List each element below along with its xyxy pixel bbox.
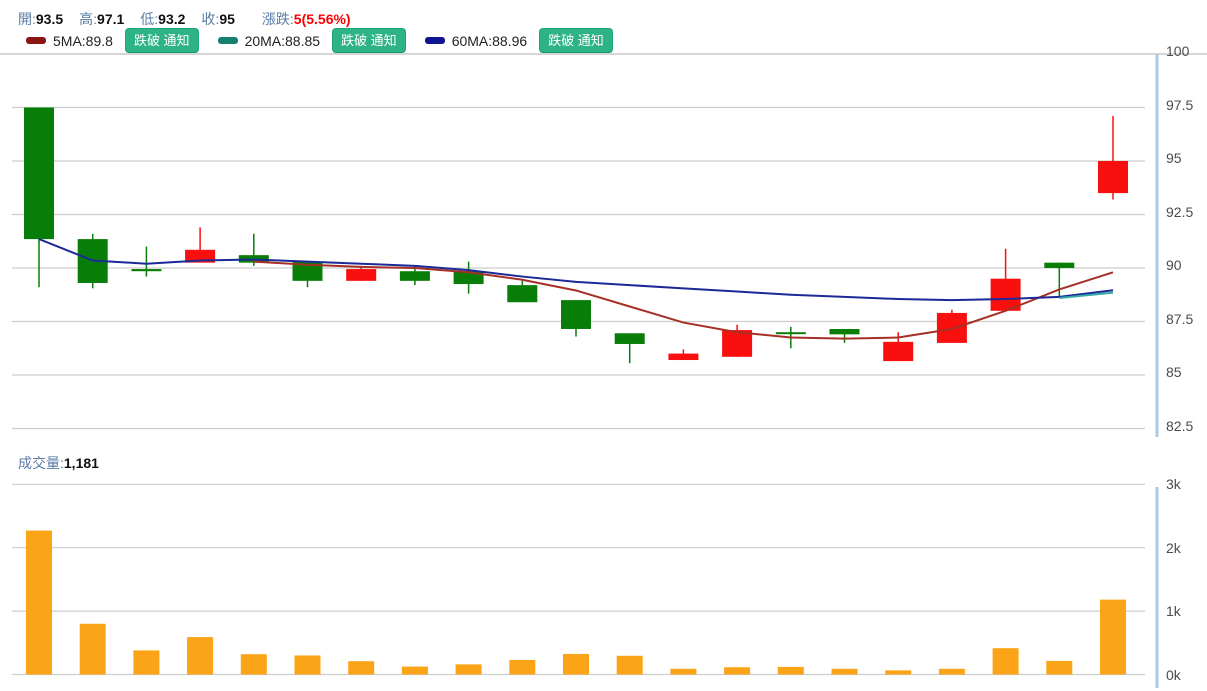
stat-open-label: 開:: [18, 11, 36, 27]
price-axis-tick: 100: [1166, 43, 1190, 59]
volume-bar: [79, 623, 106, 675]
volume-header: 成交量:1,181: [18, 453, 99, 473]
ma-group-60ma: 60MA:88.96 跌破 通知: [424, 28, 632, 53]
ma5-swatch-icon: [26, 37, 46, 44]
volume-bar: [563, 653, 589, 675]
price-axis-tick: 90: [1166, 257, 1182, 273]
volume-bar: [885, 670, 912, 675]
stat-low-label: 低:: [140, 11, 159, 27]
ma60-breakdown-notify-button[interactable]: 跌破 通知: [539, 28, 613, 53]
volume-bar: [240, 654, 267, 675]
volume-bar: [670, 668, 697, 675]
stat-low: 低:93.2: [140, 9, 185, 29]
volume-bar: [1100, 599, 1126, 675]
ma20-breakdown-notify-button[interactable]: 跌破 通知: [332, 28, 406, 53]
volume-value: 1,181: [63, 455, 99, 471]
volume-bar: [26, 530, 52, 675]
stat-high-label: 高:: [79, 11, 98, 27]
ma-group-5ma: 5MA:89.8 跌破 通知: [26, 28, 218, 53]
volume-label: 成交量:: [18, 455, 64, 471]
volume-bar: [509, 659, 536, 675]
price-axis-tick: 95: [1166, 150, 1182, 166]
volume-bar: [187, 637, 214, 675]
ma-group-20ma: 20MA:88.85 跌破 通知: [217, 28, 425, 53]
stat-high: 高:97.1: [79, 9, 124, 29]
ma-legend-row: 5MA:89.8 跌破 通知 20MA:88.85 跌破 通知 60MA:88.…: [26, 27, 632, 54]
stat-close-label: 收:: [201, 11, 220, 27]
stat-change-value: 5(5.56%): [293, 11, 351, 27]
volume-axis-tick: 1k: [1166, 603, 1181, 620]
ma60-swatch-icon: [424, 37, 445, 44]
price-axis-tick: 87.5: [1166, 310, 1194, 327]
stat-low-value: 93.2: [158, 11, 186, 27]
stat-open: 開:93.5: [18, 9, 63, 29]
volume-bar: [616, 655, 643, 675]
volume-bar: [133, 650, 160, 675]
volume-axis-tick: 0k: [1166, 666, 1181, 683]
20ma-line: [1059, 291, 1114, 299]
volume-bar: [348, 661, 375, 675]
price-axis-tick: 82.5: [1166, 417, 1194, 434]
price-axis-tick: 92.5: [1166, 203, 1194, 220]
price-axis-tick: 97.5: [1166, 96, 1194, 113]
volume-bar: [992, 648, 1019, 675]
ma5-breakdown-notify-button[interactable]: 跌破 通知: [124, 28, 199, 53]
ma60-label: 60MA:88.96: [451, 32, 528, 49]
volume-bar: [831, 668, 858, 675]
volume-bar: [294, 655, 321, 675]
volume-bar: [724, 667, 751, 675]
candlestick-series: [24, 107, 1128, 364]
stat-change-label: 漲跌:: [261, 11, 294, 27]
stat-open-value: 93.5: [35, 11, 64, 27]
ma5-label: 5MA:89.8: [53, 32, 113, 49]
stat-close: 收:95: [201, 9, 234, 29]
stat-change: 漲跌:5(5.56%): [262, 9, 351, 29]
stat-high-value: 97.1: [97, 11, 125, 27]
volume-bar: [938, 668, 965, 675]
gridlines: [12, 106, 1145, 676]
ohlc-header: 開:93.5 高:97.1 低:93.2 收:95 漲跌:5(5.56%): [18, 9, 367, 29]
volume-bar: [401, 666, 428, 675]
stat-close-value: 95: [219, 11, 235, 27]
volume-bar: [455, 664, 482, 675]
volume-bar: [1046, 660, 1073, 675]
price-axis-tick: 85: [1166, 364, 1182, 380]
ma20-label: 20MA:88.85: [244, 32, 321, 49]
volume-bar: [777, 666, 804, 675]
volume-bars: [26, 530, 1126, 675]
5ma-line: [253, 260, 1114, 340]
ma20-swatch-icon: [217, 37, 238, 44]
ma-lines: [38, 238, 1114, 340]
60ma-line: [38, 238, 1114, 302]
volume-axis-tick: 2k: [1166, 539, 1181, 556]
volume-axis-tick: 3k: [1166, 476, 1181, 493]
